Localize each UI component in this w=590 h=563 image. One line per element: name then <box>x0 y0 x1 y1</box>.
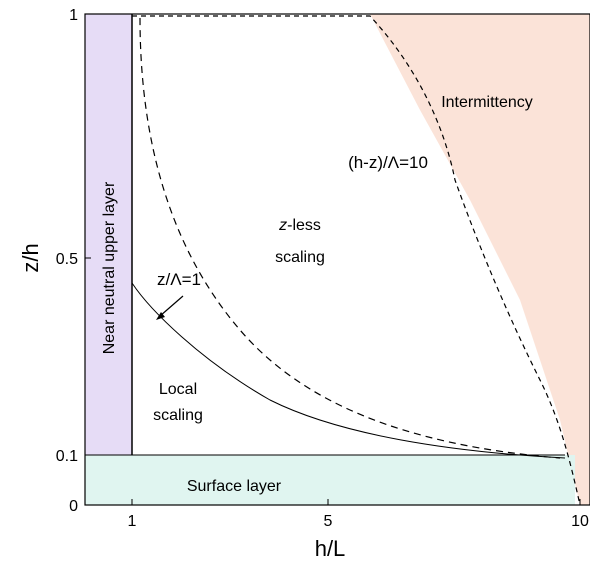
x-tick-1: 1 <box>128 513 137 530</box>
surface-layer-region <box>85 455 575 505</box>
y-ticks <box>85 13 91 506</box>
local-boundary-curve <box>131 282 566 459</box>
upper-boundary-curve <box>132 15 581 506</box>
plot-frame <box>84 13 590 506</box>
local-boundary-arrow <box>159 295 184 317</box>
x-ticks <box>131 499 581 505</box>
local-scaling-label-line2: scaling <box>153 407 203 424</box>
y-tick-0-5: 0.5 <box>56 251 78 268</box>
inner-dashed-curve <box>139 17 561 459</box>
near-neutral-label: Near neutral upper layer <box>101 181 118 354</box>
y-tick-0-1: 0.1 <box>56 448 78 465</box>
intermittency-label: Intermittency <box>441 94 533 111</box>
intermittency-region <box>370 14 590 505</box>
upper-boundary-label: (h-z)/Λ=10 <box>348 153 428 172</box>
near-neutral-region <box>85 14 132 455</box>
x-tick-10: 10 <box>571 513 589 530</box>
x-axis-title: h/L <box>315 536 346 561</box>
z-less-label-line2: scaling <box>275 249 325 266</box>
z-less-label: z-less <box>278 217 321 234</box>
arrow-head <box>156 312 165 320</box>
y-tick-0: 0 <box>69 498 78 515</box>
y-tick-1: 1 <box>69 7 78 24</box>
surface-layer-label: Surface layer <box>187 478 282 495</box>
local-boundary-label: z/Λ=1 <box>157 270 201 289</box>
local-scaling-label: Local <box>159 381 197 398</box>
x-tick-5: 5 <box>324 513 333 530</box>
y-axis-title: z/h <box>18 243 43 272</box>
